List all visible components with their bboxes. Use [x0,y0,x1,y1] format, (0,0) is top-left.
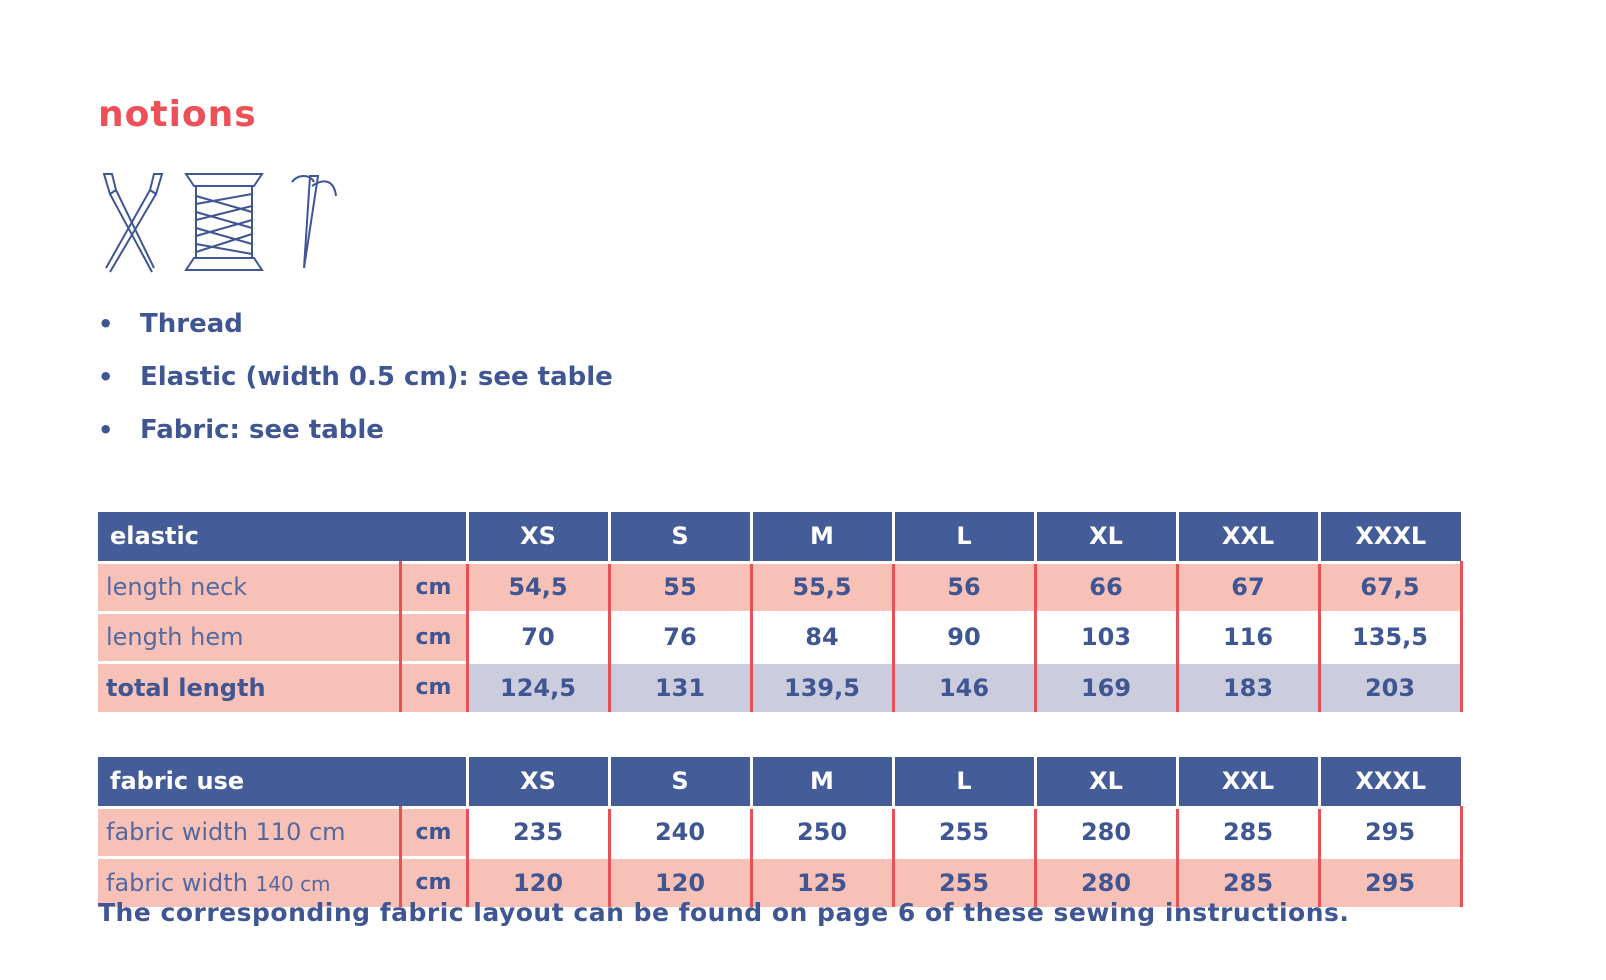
table-cell: 131 [609,660,753,712]
row-unit: cm [400,660,469,712]
table-cell: 70 [467,610,611,662]
size-header: L [891,757,1035,807]
thread-spool-icon [184,173,264,271]
table-cell: 280 [1035,855,1179,907]
size-header: L [891,512,1035,562]
size-header: XL [1033,757,1177,807]
size-header: XXL [1175,512,1319,562]
table-cell: 295 [1319,805,1463,857]
table-row: length neck cm 54,5 55 55,5 56 66 67 67,… [98,560,1463,612]
row-unit: cm [400,560,469,612]
table-row: fabric width 140 cm cm 120 120 125 255 2… [98,855,1463,907]
table-cell: 295 [1319,855,1463,907]
elastic-header-row: elastic XS S M L XL XXL XXXL [98,512,1461,562]
table-cell: 250 [751,805,895,857]
notions-icons [102,173,337,273]
scissors-icon [102,173,164,273]
table-cell: 280 [1035,805,1179,857]
table-cell: 76 [609,610,753,662]
table-cell: 84 [751,610,895,662]
table-cell: 203 [1319,660,1463,712]
table-cell: 139,5 [751,660,895,712]
table-cell: 67 [1177,560,1321,612]
table-cell: 255 [893,855,1037,907]
table-cell: 103 [1035,610,1179,662]
table-cell: 66 [1035,560,1179,612]
fabric-use-table: fabric use XS S M L XL XXL XXXL fabric w… [98,757,1463,907]
row-label: length hem [98,610,402,662]
table-cell: 235 [467,805,611,857]
table-cell: 135,5 [1319,610,1463,662]
row-unit: cm [400,855,469,907]
table-cell: 285 [1177,805,1321,857]
table-cell: 116 [1177,610,1321,662]
size-header: XXL [1175,757,1319,807]
size-header: S [607,757,751,807]
size-header: XS [465,512,609,562]
table-cell: 54,5 [467,560,611,612]
size-header: XS [465,757,609,807]
table-cell: 55 [609,560,753,612]
table-cell: 124,5 [467,660,611,712]
size-header: M [749,512,893,562]
notions-list: Thread Elastic (width 0.5 cm): see table… [98,306,613,465]
size-header: M [749,757,893,807]
table-cell: 255 [893,805,1037,857]
row-label: fabric width 140 cm [98,855,402,907]
size-header: XL [1033,512,1177,562]
row-label: total length [98,660,402,712]
table-cell: 120 [467,855,611,907]
notion-thread: Thread [98,306,613,359]
table-cell: 90 [893,610,1037,662]
fabric-header-row: fabric use XS S M L XL XXL XXXL [98,757,1461,807]
size-header: XXXL [1317,512,1461,562]
table-row-total: total length cm 124,5 131 139,5 146 169 … [98,660,1463,712]
table-cell: 55,5 [751,560,895,612]
table-row: length hem cm 70 76 84 90 103 116 135,5 [98,610,1463,662]
table-cell: 56 [893,560,1037,612]
needle-icon [291,175,337,269]
row-unit: cm [400,610,469,662]
fabric-table-title: fabric use [98,757,467,807]
footer-note: The corresponding fabric layout can be f… [98,898,1350,927]
size-header: S [607,512,751,562]
row-unit: cm [400,805,469,857]
table-row: fabric width 110 cm cm 235 240 250 255 2… [98,805,1463,857]
table-cell: 169 [1035,660,1179,712]
notion-fabric: Fabric: see table [98,412,613,465]
row-label: length neck [98,560,402,612]
elastic-table-title: elastic [98,512,467,562]
size-header: XXXL [1317,757,1461,807]
table-cell: 240 [609,805,753,857]
table-cell: 125 [751,855,895,907]
row-label: fabric width 110 cm [98,805,402,857]
table-cell: 120 [609,855,753,907]
table-cell: 183 [1177,660,1321,712]
row-label-main: fabric width [106,868,256,897]
notion-elastic: Elastic (width 0.5 cm): see table [98,359,613,412]
section-title: notions [98,94,257,135]
table-cell: 285 [1177,855,1321,907]
row-label-small: 140 cm [255,871,331,896]
elastic-table: elastic XS S M L XL XXL XXXL length neck… [98,512,1463,712]
table-cell: 67,5 [1319,560,1463,612]
table-cell: 146 [893,660,1037,712]
